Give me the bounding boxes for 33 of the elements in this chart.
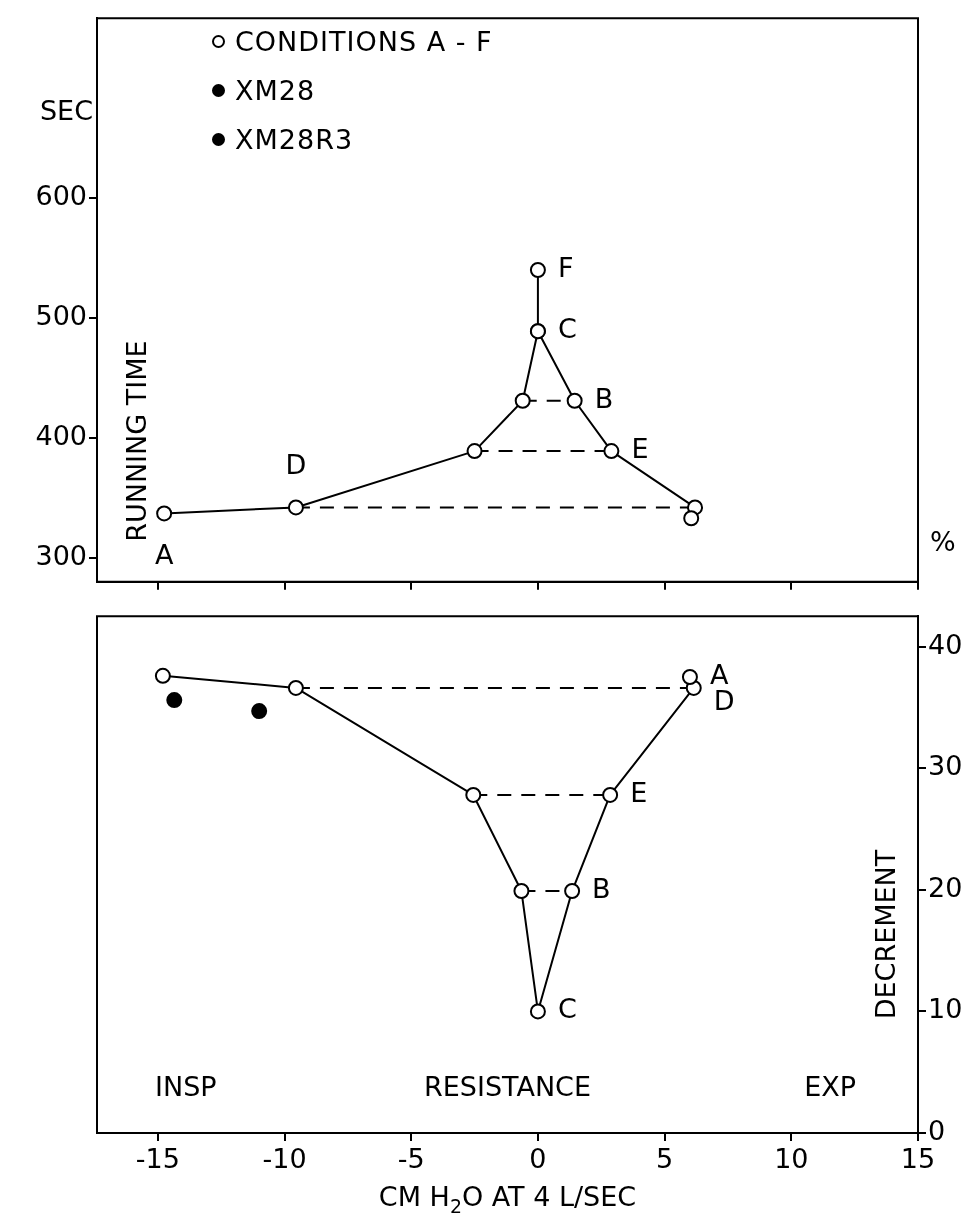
y-tick-label: 400 <box>35 419 87 451</box>
text: XM28 <box>235 75 316 106</box>
text: XM28R3 <box>235 124 354 155</box>
annotation: RESISTANCE <box>423 1071 592 1103</box>
text: SEC <box>39 95 94 127</box>
x-tick-label: -10 <box>262 1143 307 1175</box>
annotation: C <box>557 313 577 345</box>
annotation: E <box>631 433 649 465</box>
x-tick-label: 0 <box>529 1143 547 1175</box>
annotation: E <box>630 776 648 808</box>
text: % <box>930 525 956 557</box>
y-tick-label: 30 <box>928 750 963 782</box>
annotation: C <box>557 993 577 1025</box>
annotation: A <box>154 539 174 571</box>
y-axis-title: RUNNING TIME <box>121 340 153 542</box>
x-tick-label: -5 <box>397 1143 425 1175</box>
annotation: D <box>285 449 307 481</box>
y-tick-label: 10 <box>928 993 963 1025</box>
x-tick-label: -15 <box>135 1143 180 1175</box>
x-tick-label: 5 <box>656 1143 674 1175</box>
annotation: EXP <box>804 1071 857 1103</box>
annotation: F <box>557 252 574 284</box>
y-tick-label: 600 <box>35 180 87 212</box>
annotation: INSP <box>155 1071 217 1103</box>
x-tick-label: 10 <box>774 1143 809 1175</box>
y-axis-title: DECREMENT <box>870 849 902 1020</box>
annotation: B <box>592 873 611 905</box>
annotation: B <box>594 382 614 414</box>
y-tick-label: 40 <box>928 628 963 660</box>
y-tick-label: 20 <box>928 871 963 903</box>
y-tick-label: 300 <box>35 539 87 571</box>
y-tick-label: 500 <box>35 300 87 331</box>
legend-label: CONDITIONS A - F <box>235 26 493 57</box>
